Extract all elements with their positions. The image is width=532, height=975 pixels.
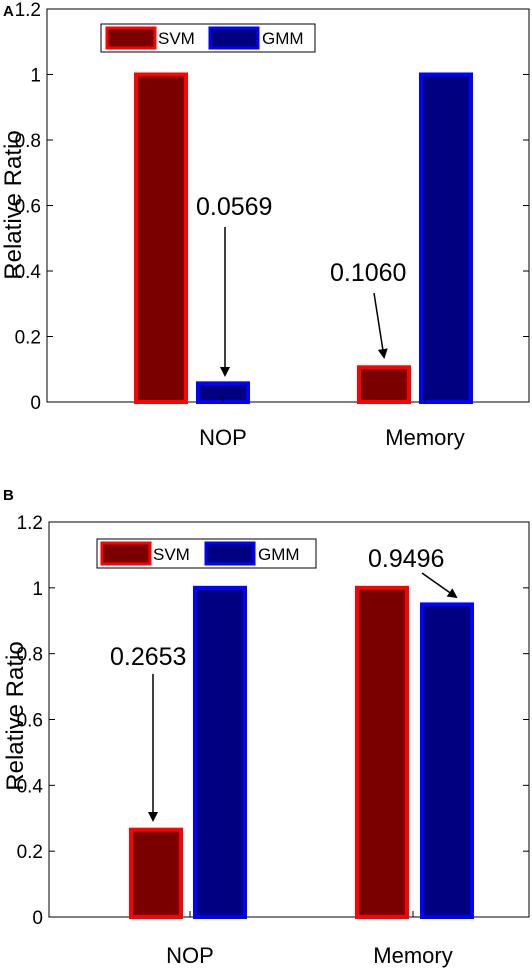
y-tick-label: 1	[30, 66, 41, 87]
chart-panel-a: A 0 0.2 0.4 0.6 0.8 1 1.2 NOP Memory Relative R…	[0, 0, 530, 450]
y-axis-title: Relative Ratio	[2, 641, 29, 790]
y-tick-label: 0	[32, 908, 43, 929]
bars	[129, 585, 474, 919]
x-tick-label: NOP	[166, 943, 214, 968]
bar-gmm-nop	[193, 585, 247, 919]
annotation-text: 0.1060	[330, 259, 406, 287]
y-axis: 0 0.2 0.4 0.6 0.8 1 1.2	[17, 513, 529, 929]
y-tick-label: 0	[30, 393, 41, 414]
x-tick-label: Memory	[373, 943, 452, 968]
x-tick-label: NOP	[199, 425, 247, 450]
legend-label-gmm: GMM	[258, 545, 300, 564]
legend-label-gmm: GMM	[262, 29, 304, 48]
legend-swatch-svm	[105, 26, 157, 50]
legend-label-svm: SVM	[158, 29, 195, 48]
annotation-memory-svm: 0.1060	[330, 259, 406, 359]
annotation-text: 0.0569	[196, 193, 272, 221]
legend: SVM GMM	[96, 538, 317, 569]
y-tick-label: 0.8	[17, 645, 43, 666]
y-tick-label: 0.4	[17, 776, 44, 797]
bar-svm-memory	[357, 365, 411, 405]
y-tick-label: 0.8	[15, 131, 41, 152]
legend-swatch-gmm	[208, 26, 260, 50]
bar-svm-memory	[355, 585, 409, 919]
x-axis: NOP Memory	[166, 911, 453, 968]
y-tick-label: 1.2	[17, 513, 43, 534]
annotation-nop-svm: 0.2653	[110, 643, 186, 822]
annotation-arrow	[421, 572, 458, 599]
annotation-arrow	[373, 292, 388, 359]
annotation-memory-gmm: 0.9496	[368, 545, 458, 599]
legend-swatch-svm	[100, 541, 152, 566]
panel-label: B	[3, 487, 14, 504]
panel-label: A	[3, 3, 14, 20]
y-tick-label: 0.2	[17, 842, 43, 863]
y-axis: 0 0.2 0.4 0.6 0.8 1 1.2	[15, 0, 529, 414]
x-tick-label: Memory	[385, 425, 464, 450]
bar-svm-nop	[129, 827, 183, 919]
y-tick-label: 1.2	[15, 0, 41, 21]
y-axis-title: Relative Ratio	[0, 130, 27, 279]
y-tick-label: 0.6	[15, 197, 41, 218]
y-tick-label: 1	[32, 579, 43, 600]
y-tick-label: 0.6	[17, 711, 43, 732]
y-tick-label: 0.4	[15, 262, 42, 283]
legend: SVM GMM	[100, 23, 316, 53]
bar-gmm-memory	[419, 72, 473, 404]
y-tick-label: 0.2	[15, 328, 41, 349]
annotation-text: 0.9496	[368, 545, 444, 573]
annotation-nop-gmm: 0.0569	[196, 193, 272, 377]
bar-gmm-memory	[420, 602, 474, 919]
chart-panel-b: B 0 0.2 0.4 0.6 0.8 1 1.2 NOP Memory Relative R…	[2, 487, 530, 968]
legend-swatch-gmm	[204, 541, 256, 566]
x-axis: NOP Memory	[199, 396, 465, 450]
bar-svm-nop	[134, 72, 188, 404]
annotation-text: 0.2653	[110, 643, 186, 671]
legend-label-svm: SVM	[153, 545, 190, 564]
